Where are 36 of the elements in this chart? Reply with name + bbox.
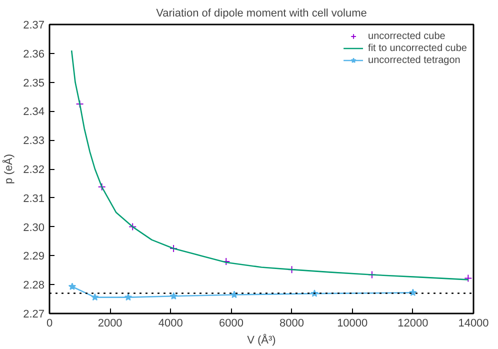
- point: [170, 292, 178, 300]
- point: [91, 293, 99, 301]
- point: [409, 288, 417, 296]
- y-tick-label: 2.36: [23, 48, 45, 60]
- y-tick-label: 2.33: [23, 135, 45, 148]
- x-tick-label: 2000: [98, 318, 122, 330]
- x-tick-label: 12000: [398, 318, 428, 330]
- y-tick-label: 2.28: [23, 280, 45, 292]
- y-tick-label: 2.37: [23, 20, 45, 32]
- chart-title: Variation of dipole moment with cell volume: [156, 8, 367, 20]
- legend-label: uncorrected tetragon: [368, 54, 460, 66]
- x-tick-label: 14000: [458, 318, 489, 330]
- y-tick-label: 2.27: [23, 308, 45, 320]
- point: [68, 282, 76, 290]
- x-tick-label: 6000: [218, 318, 244, 330]
- point: [124, 293, 132, 301]
- y-tick-label: 2.31: [23, 192, 45, 205]
- point: [230, 290, 238, 298]
- legend-label: uncorrected cube: [368, 30, 446, 42]
- y-tick-label: 2.34: [23, 106, 45, 118]
- y-tick-label: 2.35: [23, 77, 45, 90]
- x-tick-label: 10000: [337, 318, 368, 330]
- x-tick-label: 4000: [158, 318, 183, 330]
- x-tick-label: 0: [46, 318, 53, 330]
- x-axis-title: V (Å³): [247, 334, 276, 346]
- point: [170, 244, 178, 252]
- point: [98, 182, 106, 191]
- point: [128, 222, 137, 231]
- y-tick-label: 2.30: [23, 222, 45, 234]
- y-tick-label: 2.32: [23, 164, 45, 176]
- point: [464, 274, 472, 282]
- legend-label: fit to uncorrected cube: [368, 42, 467, 54]
- line-series: [70, 50, 469, 280]
- x-tick-label: 8000: [280, 318, 304, 330]
- y-tick-label: 2.29: [23, 250, 45, 263]
- y-axis-title: p (eÅ): [2, 154, 16, 184]
